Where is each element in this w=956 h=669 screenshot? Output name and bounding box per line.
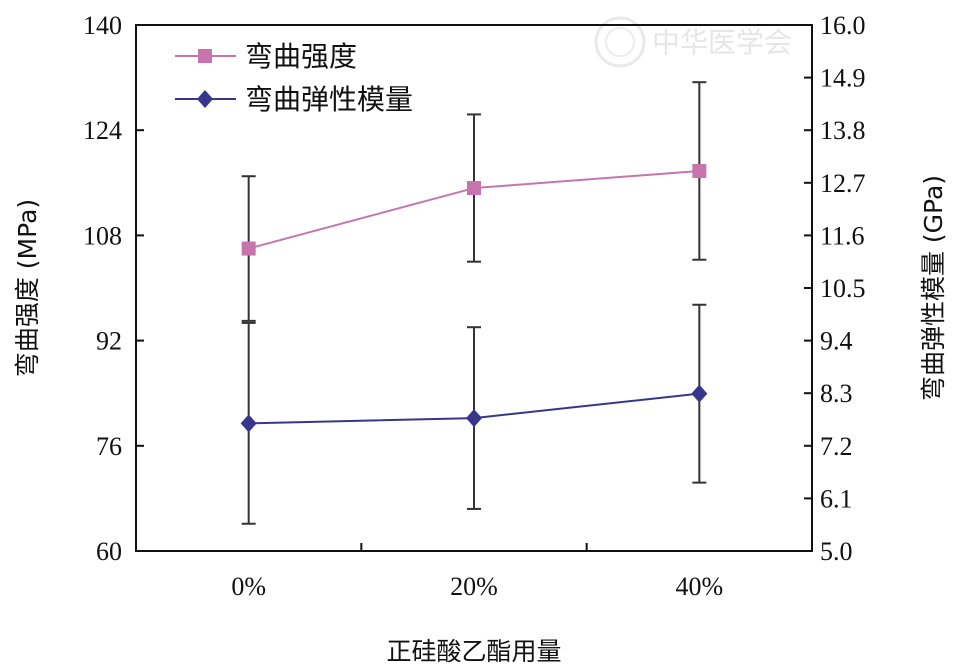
- y-tick-label: 124: [83, 116, 122, 145]
- y-tick-label: 108: [83, 221, 122, 250]
- y-axis-label: 弯曲强度 (MPa): [13, 199, 42, 377]
- y-tick-label: 76: [96, 432, 122, 461]
- y2-tick-label: 16.0: [820, 11, 866, 40]
- watermark-text: 中华医学会: [652, 26, 792, 59]
- x-axis-label: 正硅酸乙酯用量: [386, 637, 561, 666]
- y2-tick-label: 12.7: [820, 169, 866, 198]
- y2-axis-label: 弯曲弹性模量 (GPa): [919, 175, 948, 401]
- data-point-square: [241, 241, 256, 256]
- data-point-diamond: [240, 414, 257, 433]
- y2-tick-label: 14.9: [820, 64, 866, 93]
- legend-label: 弯曲弹性模量: [245, 83, 413, 116]
- data-point-diamond: [691, 384, 708, 403]
- watermark: [594, 16, 646, 68]
- legend-label: 弯曲强度: [245, 40, 357, 73]
- data-point-square: [692, 163, 707, 178]
- y2-tick-label: 5.0: [820, 537, 853, 566]
- y-tick-label: 60: [96, 537, 122, 566]
- data-point-diamond: [466, 409, 482, 428]
- y2-tick-label: 6.1: [820, 484, 853, 513]
- y2-tick-label: 8.3: [820, 379, 853, 408]
- legend-marker-square: [198, 49, 212, 63]
- x-tick-label: 20%: [450, 572, 498, 601]
- y2-tick-label: 10.5: [820, 274, 866, 303]
- y-tick-label: 140: [83, 11, 122, 40]
- x-tick-label: 40%: [675, 572, 723, 601]
- x-tick-label: 0%: [231, 572, 266, 601]
- y-tick-label: 92: [96, 327, 122, 356]
- y2-tick-label: 11.6: [820, 221, 865, 250]
- legend-marker-diamond: [197, 90, 213, 108]
- y2-tick-label: 9.4: [820, 327, 853, 356]
- y2-tick-label: 13.8: [820, 116, 866, 145]
- y2-tick-label: 7.2: [820, 432, 853, 461]
- data-point-square: [467, 181, 481, 196]
